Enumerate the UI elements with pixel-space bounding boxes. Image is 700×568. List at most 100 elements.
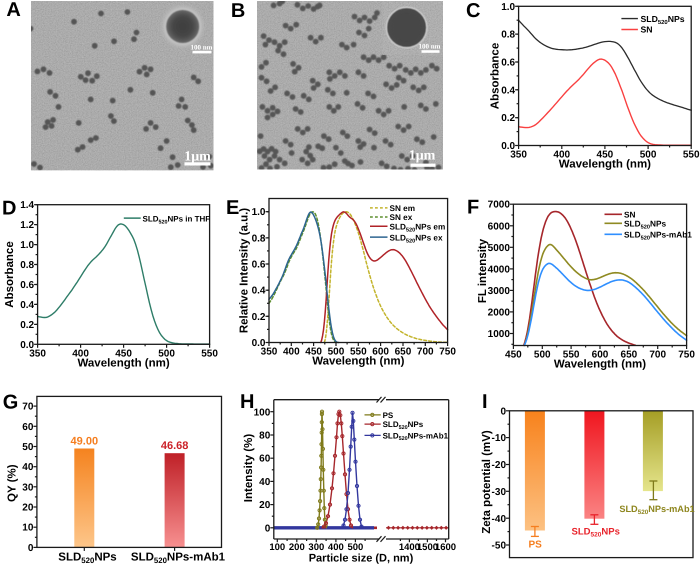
svg-text:7000: 7000 xyxy=(488,200,511,211)
svg-text:1600: 1600 xyxy=(435,542,456,553)
svg-text:1μm: 1μm xyxy=(409,149,436,164)
svg-text:60: 60 xyxy=(22,422,34,433)
svg-text:Wavelength (nm): Wavelength (nm) xyxy=(554,358,646,370)
svg-text:I: I xyxy=(482,391,488,413)
svg-text:46.68: 46.68 xyxy=(161,440,189,452)
svg-text:0.6: 0.6 xyxy=(501,57,515,68)
svg-text:50: 50 xyxy=(22,442,34,453)
svg-text:20: 20 xyxy=(259,500,271,511)
svg-text:60: 60 xyxy=(259,454,271,465)
svg-text:100: 100 xyxy=(269,542,285,553)
svg-text:500: 500 xyxy=(347,542,363,553)
svg-text:0.8: 0.8 xyxy=(501,30,515,41)
svg-text:49.00: 49.00 xyxy=(71,436,99,448)
svg-text:Particle size (D, nm): Particle size (D, nm) xyxy=(309,552,414,564)
svg-text:PS: PS xyxy=(529,540,543,551)
svg-text:Intensity (%): Intensity (%) xyxy=(243,434,255,503)
svg-text:-50: -50 xyxy=(492,541,507,552)
svg-text:400: 400 xyxy=(283,346,300,357)
svg-text:0.6: 0.6 xyxy=(252,260,266,271)
svg-text:E: E xyxy=(226,197,239,219)
svg-text:0.0: 0.0 xyxy=(501,141,515,152)
svg-text:450: 450 xyxy=(597,150,614,161)
svg-text:0: 0 xyxy=(28,543,34,554)
svg-text:100 nm: 100 nm xyxy=(419,42,441,50)
svg-text:0.8: 0.8 xyxy=(252,233,266,244)
svg-text:Wavelength (nm): Wavelength (nm) xyxy=(312,355,404,367)
svg-text:G: G xyxy=(3,392,19,414)
svg-text:1.4: 1.4 xyxy=(20,200,34,211)
svg-text:0.0: 0.0 xyxy=(20,340,34,351)
svg-text:0: 0 xyxy=(500,406,506,417)
svg-text:650: 650 xyxy=(621,349,638,360)
svg-text:750: 750 xyxy=(678,349,695,360)
svg-text:6000: 6000 xyxy=(488,221,511,232)
svg-text:0: 0 xyxy=(265,523,271,534)
svg-text:1500: 1500 xyxy=(417,542,438,553)
svg-text:1400: 1400 xyxy=(399,542,420,553)
svg-text:450: 450 xyxy=(505,349,522,360)
svg-text:0.4: 0.4 xyxy=(20,300,34,311)
svg-text:SLD520NPs in THF: SLD520NPs in THF xyxy=(143,214,211,225)
svg-text:F: F xyxy=(467,197,479,219)
svg-text:0.0: 0.0 xyxy=(252,338,266,349)
svg-text:Relative Intensity (a.u.): Relative Intensity (a.u.) xyxy=(239,208,251,333)
svg-text:0.4: 0.4 xyxy=(501,85,515,96)
svg-text:10: 10 xyxy=(22,523,34,534)
svg-text:2000: 2000 xyxy=(488,307,511,318)
svg-text:SLD520NPs-mAb1: SLD520NPs-mAb1 xyxy=(131,552,226,566)
svg-text:SN: SN xyxy=(624,209,636,219)
svg-text:SN: SN xyxy=(641,25,653,35)
svg-text:-40: -40 xyxy=(492,514,507,525)
svg-text:100 nm: 100 nm xyxy=(191,43,213,51)
svg-text:PS: PS xyxy=(383,411,394,420)
svg-text:300: 300 xyxy=(308,542,324,553)
svg-text:SLD520NPs-mAb1: SLD520NPs-mAb1 xyxy=(383,431,449,442)
svg-text:SLD520NPs: SLD520NPs xyxy=(58,552,116,566)
svg-text:30: 30 xyxy=(22,482,34,493)
svg-text:-10: -10 xyxy=(492,433,507,444)
svg-text:Wavelength (nm): Wavelength (nm) xyxy=(77,357,169,369)
svg-text:1000: 1000 xyxy=(488,329,511,340)
svg-text:FL intensity: FL intensity xyxy=(477,238,489,303)
svg-text:350: 350 xyxy=(510,150,527,161)
svg-text:SLD520NPs: SLD520NPs xyxy=(624,218,666,230)
svg-text:80: 80 xyxy=(259,430,271,441)
svg-text:H: H xyxy=(240,391,254,413)
svg-text:SLD520NPs: SLD520NPs xyxy=(383,420,424,431)
svg-text:700: 700 xyxy=(649,349,666,360)
svg-text:550: 550 xyxy=(683,150,700,161)
svg-text:500: 500 xyxy=(158,348,175,359)
svg-text:D: D xyxy=(2,198,16,220)
svg-text:750: 750 xyxy=(439,346,456,357)
svg-text:0.2: 0.2 xyxy=(20,320,34,331)
svg-text:5000: 5000 xyxy=(488,243,511,254)
svg-text:0.2: 0.2 xyxy=(501,113,515,124)
svg-text:4000: 4000 xyxy=(488,264,511,275)
svg-text:1.0: 1.0 xyxy=(20,240,34,251)
svg-text:450: 450 xyxy=(305,346,322,357)
svg-text:0.6: 0.6 xyxy=(20,280,34,291)
svg-text:0.8: 0.8 xyxy=(20,260,34,271)
svg-text:0.2: 0.2 xyxy=(252,312,266,323)
svg-text:70: 70 xyxy=(22,402,34,413)
svg-text:Zeta potential (mV): Zeta potential (mV) xyxy=(481,430,493,534)
svg-text:SLD520NPs: SLD520NPs xyxy=(572,527,620,539)
svg-text:A: A xyxy=(6,0,20,21)
svg-text:400: 400 xyxy=(553,150,570,161)
svg-text:400: 400 xyxy=(72,348,89,359)
svg-text:500: 500 xyxy=(328,346,345,357)
svg-text:Wavelength (nm): Wavelength (nm) xyxy=(559,159,651,171)
svg-text:500: 500 xyxy=(640,150,657,161)
svg-text:QY (%): QY (%) xyxy=(7,464,19,502)
svg-text:0.4: 0.4 xyxy=(252,286,266,297)
svg-text:3000: 3000 xyxy=(488,286,511,297)
svg-text:SN ex: SN ex xyxy=(390,213,413,222)
svg-text:350: 350 xyxy=(261,346,278,357)
svg-text:SLD520NPs em: SLD520NPs em xyxy=(390,223,446,234)
svg-text:1.0: 1.0 xyxy=(501,2,515,13)
svg-text:40: 40 xyxy=(22,462,34,473)
svg-text:Absorbance: Absorbance xyxy=(490,43,502,109)
svg-text:100: 100 xyxy=(254,407,271,418)
svg-text:700: 700 xyxy=(417,346,434,357)
